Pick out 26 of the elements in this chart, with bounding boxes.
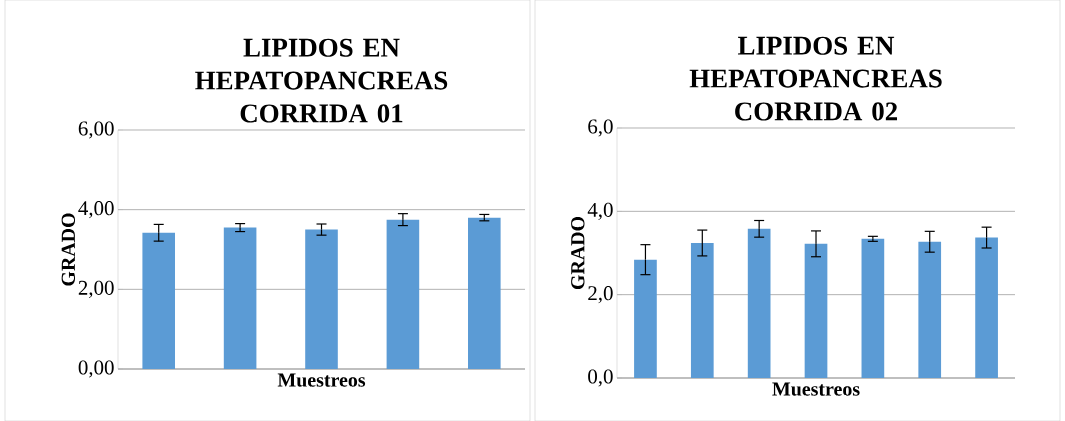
bar [690,243,714,378]
y-tick-label: 4,0 [587,202,613,220]
bar [747,228,771,378]
x-axis-title: Muestreos [772,382,860,396]
bar [804,243,828,378]
x-axis-title: Muestreos [277,373,366,387]
bar [918,241,942,378]
bar [142,232,176,369]
chart-title: LIPIDOS EN HEPATOPANCREAS CORRIDA 02 [689,36,942,121]
y-axis-title: GRADO [61,213,76,286]
y-tick-label: 6,0 [588,119,613,137]
y-tick-label: 6,00 [78,121,114,139]
bar [861,238,885,378]
y-tick-label: 2,00 [78,280,114,298]
bar [468,217,501,369]
y-tick-label: 0,00 [78,360,114,378]
y-tick-label: 2,0 [588,286,613,304]
bar [634,259,657,378]
y-tick-label: 4,00 [78,201,114,219]
chart-title: LIPIDOS EN HEPATOPANCREAS CORRIDA 01 [195,38,448,123]
bar [305,229,338,369]
y-tick-label: 0,0 [588,369,613,387]
y-axis-title: GRADO [571,216,585,290]
bar [223,227,257,369]
bar [386,219,420,369]
bar [975,237,998,378]
